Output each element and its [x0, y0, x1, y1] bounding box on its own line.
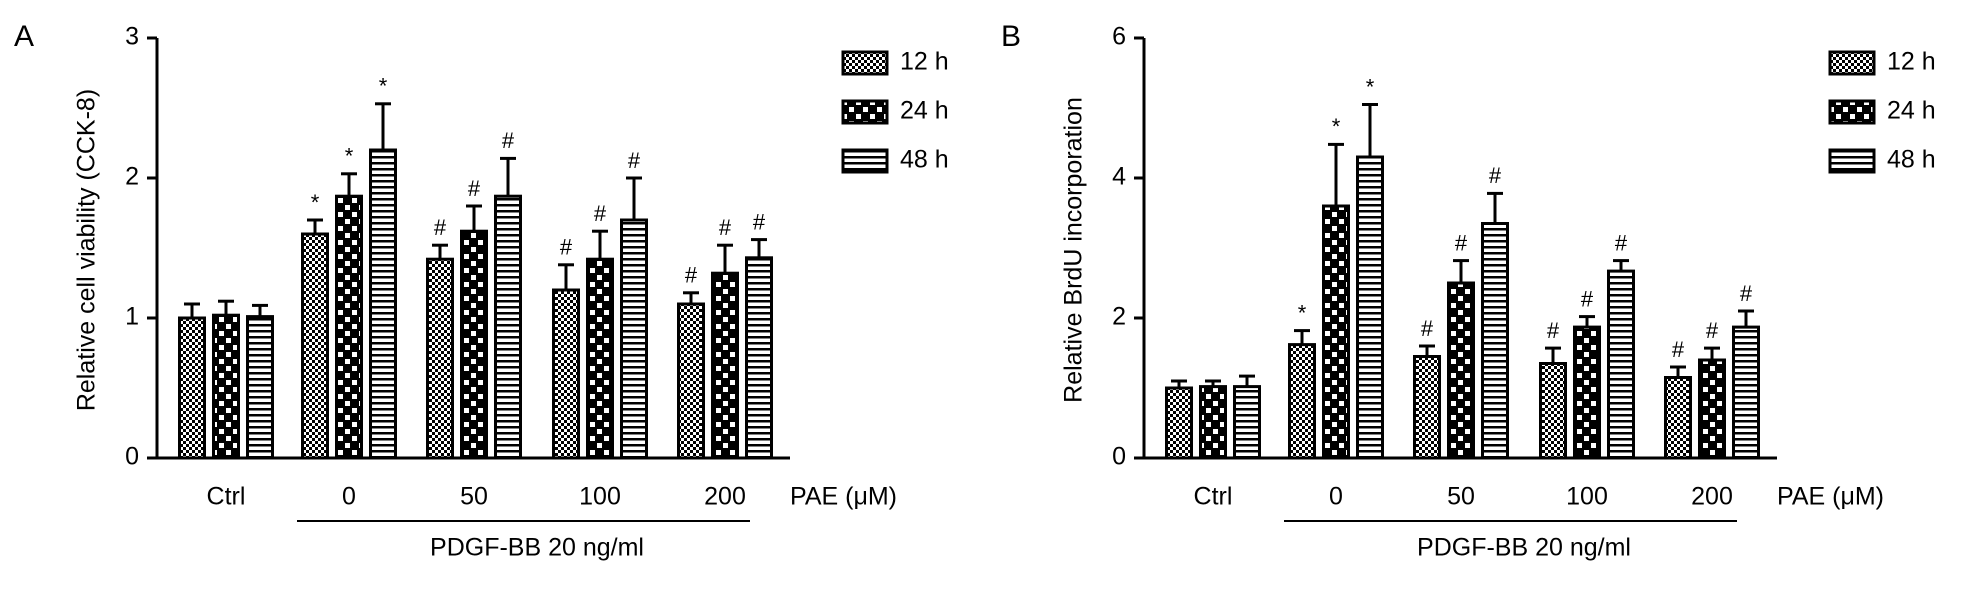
bar: [1698, 358, 1726, 460]
y-tick-label: 0: [1112, 443, 1126, 471]
significance-marker: #: [434, 215, 447, 240]
significance-marker: #: [502, 128, 515, 153]
x-tick-label: 100: [579, 483, 621, 511]
legend-swatch: [1828, 148, 1876, 174]
legend-label: 12 h: [900, 48, 949, 76]
y-tick-label: 2: [125, 163, 139, 191]
bar: [552, 288, 580, 460]
significance-marker: #: [1740, 281, 1753, 306]
x-tick-label: 0: [342, 483, 356, 511]
bar: [1413, 355, 1441, 460]
significance-marker: #: [1672, 337, 1685, 362]
significance-marker: #: [628, 148, 641, 173]
y-tick-label: 4: [1112, 163, 1126, 191]
bar: [1233, 385, 1261, 460]
legend-label: 24 h: [900, 97, 949, 125]
significance-marker: *: [1332, 114, 1341, 139]
y-axis-label: Relative BrdU incorporation: [1060, 97, 1088, 403]
significance-marker: #: [685, 263, 698, 288]
bar: [1732, 325, 1760, 460]
significance-marker: #: [1706, 318, 1719, 343]
legend-swatch: [841, 99, 889, 125]
legend-label: 48 h: [900, 146, 949, 174]
significance-marker: #: [1455, 230, 1468, 255]
significance-marker: *: [379, 74, 388, 99]
legend-swatch: [1828, 50, 1876, 76]
bar: [586, 257, 614, 460]
significance-marker: #: [753, 209, 766, 234]
bar: [1664, 376, 1692, 460]
significance-marker: *: [1366, 74, 1375, 99]
legend-swatch: [1828, 99, 1876, 125]
bar: [711, 271, 739, 460]
bar: [460, 229, 488, 460]
bar: [212, 313, 240, 460]
significance-marker: #: [1489, 163, 1502, 188]
legend-label: 24 h: [1887, 97, 1936, 125]
bar: [1573, 325, 1601, 460]
x-axis-label: PAE (μM): [790, 483, 897, 511]
x-tick-label: Ctrl: [1194, 483, 1233, 511]
bar: [335, 194, 363, 460]
panel-label: A: [14, 20, 34, 53]
bar: [1539, 362, 1567, 460]
x-tick-label: 200: [1691, 483, 1733, 511]
bar: [1356, 155, 1384, 460]
bar: [1447, 281, 1475, 460]
x-tick-label: 100: [1566, 483, 1608, 511]
x-tick-label: 50: [1447, 483, 1475, 511]
x-tick-label: Ctrl: [207, 483, 246, 511]
significance-marker: #: [468, 176, 481, 201]
y-tick-label: 1: [125, 303, 139, 331]
panel-label: B: [1001, 20, 1021, 53]
significance-marker: *: [311, 190, 320, 215]
bar: [620, 218, 648, 460]
y-tick-label: 0: [125, 443, 139, 471]
y-tick-label: 3: [125, 23, 139, 51]
y-tick-label: 6: [1112, 23, 1126, 51]
bar: [1322, 204, 1350, 460]
y-tick-label: 2: [1112, 303, 1126, 331]
legend-label: 48 h: [1887, 146, 1936, 174]
significance-marker: #: [1615, 230, 1628, 255]
bracket-label: PDGF-BB 20 ng/ml: [1417, 534, 1631, 562]
significance-marker: #: [1581, 286, 1594, 311]
significance-marker: *: [1298, 300, 1307, 325]
bar: [426, 257, 454, 460]
bar: [301, 232, 329, 460]
significance-marker: #: [1547, 318, 1560, 343]
x-tick-label: 50: [460, 483, 488, 511]
legend-swatch: [841, 148, 889, 174]
significance-marker: #: [560, 235, 573, 260]
x-axis-label: PAE (μM): [1777, 483, 1884, 511]
bar: [1199, 385, 1227, 460]
legend-label: 12 h: [1887, 48, 1936, 76]
bracket-label: PDGF-BB 20 ng/ml: [430, 534, 644, 562]
x-tick-label: 200: [704, 483, 746, 511]
legend-swatch: [841, 50, 889, 76]
bar: [369, 148, 397, 460]
significance-marker: #: [1421, 316, 1434, 341]
bar: [494, 194, 522, 460]
bar: [1165, 386, 1193, 460]
bar: [1607, 269, 1635, 460]
bar: [677, 302, 705, 460]
bar: [1481, 222, 1509, 460]
significance-marker: #: [594, 201, 607, 226]
x-tick-label: 0: [1329, 483, 1343, 511]
bar: [246, 315, 274, 460]
y-axis-label: Relative cell viability (CCK-8): [73, 89, 101, 411]
bar: [1288, 343, 1316, 460]
significance-marker: *: [345, 144, 354, 169]
significance-marker: #: [719, 215, 732, 240]
bar: [178, 316, 206, 460]
bar: [745, 256, 773, 460]
